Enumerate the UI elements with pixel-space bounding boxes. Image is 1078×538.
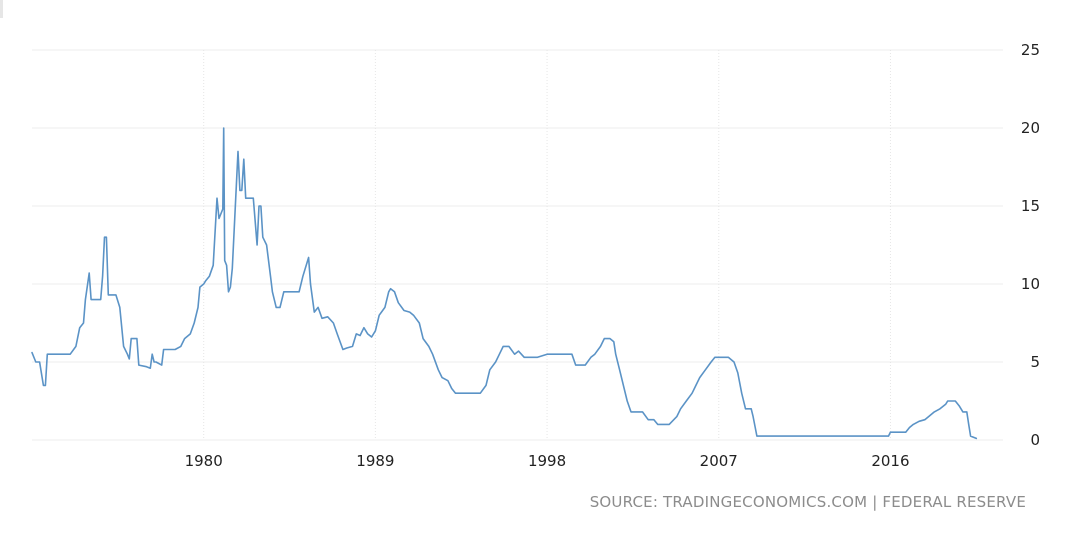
grid bbox=[32, 49, 1003, 441]
x-tick-label: 1989 bbox=[356, 452, 394, 470]
corner-mark bbox=[0, 0, 3, 18]
x-tick-label: 2016 bbox=[871, 452, 909, 470]
x-axis-ticks: 1980 1989 1998 2007 2016 bbox=[185, 452, 910, 470]
series-line bbox=[31, 127, 978, 440]
x-tick-label: 1998 bbox=[528, 452, 566, 470]
y-tick-label: 5 bbox=[1030, 353, 1040, 371]
y-tick-label: 10 bbox=[1021, 275, 1040, 293]
y-tick-label: 25 bbox=[1021, 41, 1040, 59]
y-axis-ticks: 0 5 10 15 20 25 bbox=[1021, 41, 1040, 449]
x-tick-label: 2007 bbox=[700, 452, 738, 470]
y-tick-label: 0 bbox=[1030, 431, 1040, 449]
y-tick-label: 15 bbox=[1021, 197, 1040, 215]
y-tick-label: 20 bbox=[1021, 119, 1040, 137]
x-tick-label: 1980 bbox=[185, 452, 223, 470]
source-credit: SOURCE: TRADINGECONOMICS.COM | FEDERAL R… bbox=[589, 493, 1026, 511]
